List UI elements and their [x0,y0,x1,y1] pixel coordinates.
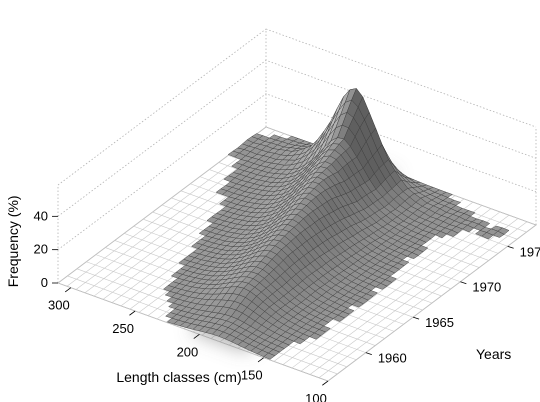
surface-face [293,337,306,345]
surface-face [406,252,419,259]
x-tick-label: 300 [48,298,70,313]
y-tick-mark [412,316,420,320]
box-edge [57,28,267,186]
surface-face [492,230,505,238]
surface-mesh [163,88,510,360]
y-tick-mark [460,281,467,285]
y-axis-label: Years [476,346,511,362]
x-tick-mark [64,287,72,293]
y-tick-label: 1975 [520,244,540,259]
y-tick-label: 1970 [472,280,501,295]
y-tick-mark [365,352,372,356]
y-tick-mark [507,245,514,249]
surface-face [263,352,276,360]
surface-face [375,283,388,290]
x-tick-label: 150 [241,368,263,383]
x-tick-label: 200 [177,344,199,359]
axes-box [57,28,537,283]
x-tick-mark [129,310,136,316]
surface-face [446,229,459,237]
y-tick-label: 1965 [425,315,454,330]
x-tick-mark [322,380,329,386]
x-tick-mark [193,334,200,339]
surface-face [462,224,475,233]
surface-face [351,300,364,308]
x-axis-label: Length classes (cm) [116,369,241,385]
x-tick-mark [257,357,264,363]
z-tick-label: 0 [41,275,48,290]
box-edge [265,28,537,128]
x-tick-label: 100 [305,391,327,402]
z-tick-label: 40 [34,208,48,223]
wall-gridline [57,59,537,217]
x-tick-label: 250 [112,321,134,336]
surface-face [435,231,448,239]
z-tick-label: 20 [34,242,48,257]
z-axis-label: Frequency (%) [5,195,21,287]
surface-face [481,232,494,240]
surface-face [309,332,322,340]
wall-gridline [57,93,537,251]
y-tick-label: 1960 [378,351,407,366]
surface-face [333,314,345,322]
